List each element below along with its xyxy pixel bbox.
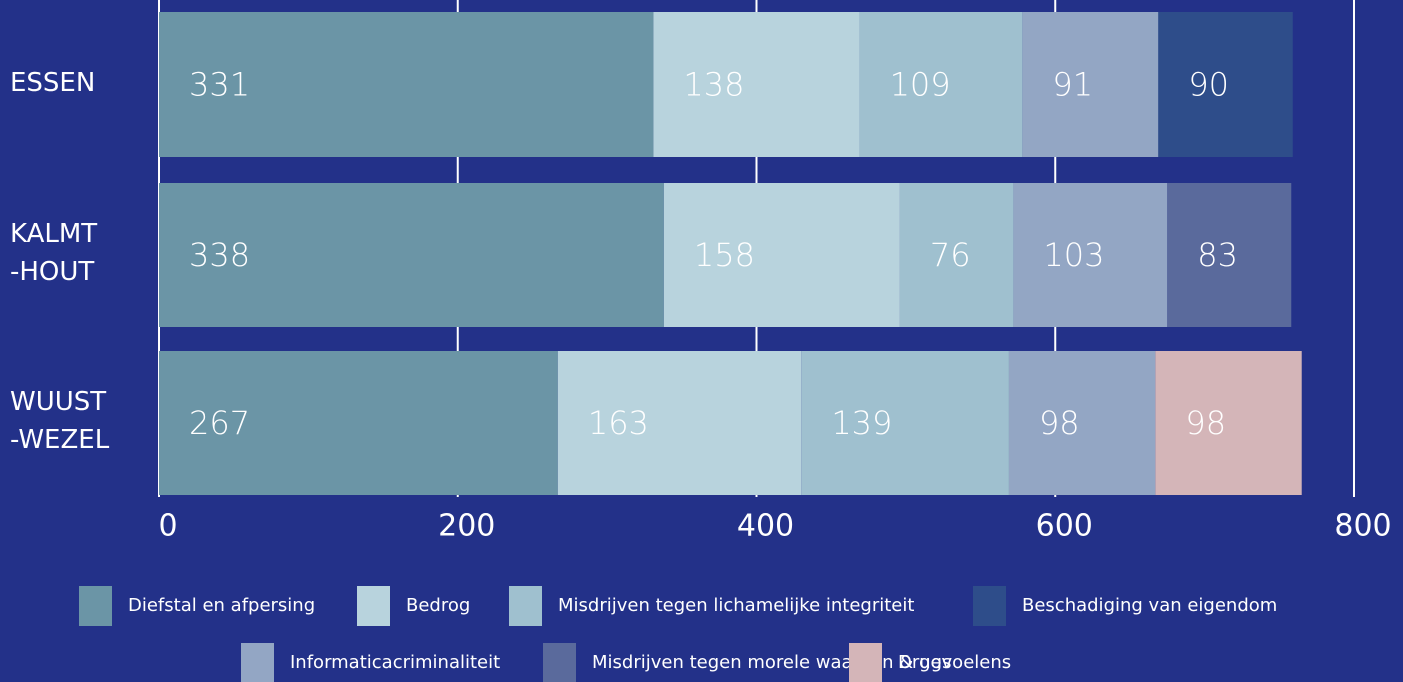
legend-swatch: [849, 643, 882, 682]
x-tick-label: 800: [1334, 509, 1391, 544]
value-label: 83: [1197, 236, 1238, 274]
legend-swatch: [973, 586, 1006, 626]
x-tick-label: 200: [438, 509, 495, 544]
category-label: KALMT -HOUT: [10, 219, 98, 287]
bar-segment: [159, 183, 664, 327]
bar-segment: [1158, 12, 1293, 157]
bar-segment: [1167, 183, 1292, 327]
bar-segment: [859, 12, 1023, 157]
category-label: ESSEN: [10, 67, 96, 98]
bar-segment: [557, 351, 802, 495]
bar-segment: [1008, 351, 1156, 495]
value-label: 90: [1188, 66, 1229, 104]
bar-segment: [653, 12, 860, 157]
value-label: 338: [189, 236, 250, 274]
legend-label: Misdrijven tegen morele waarden & gevoel…: [592, 652, 1011, 673]
bar-segment: [1155, 351, 1302, 495]
x-tick-label: 0: [158, 509, 177, 544]
value-label: 98: [1185, 404, 1226, 442]
x-tick-label: 600: [1036, 509, 1093, 544]
value-label: 103: [1043, 236, 1104, 274]
bar-segment: [159, 12, 654, 157]
legend-label: Informaticacriminaliteit: [290, 652, 500, 673]
legend-label: Bedrog: [406, 595, 470, 616]
x-tick-label: 400: [737, 509, 794, 544]
legend-swatch: [79, 586, 112, 626]
value-label: 267: [189, 404, 250, 442]
value-label: 76: [930, 236, 971, 274]
legend-label: Misdrijven tegen lichamelijke integritei…: [558, 595, 914, 616]
value-label: 98: [1039, 404, 1080, 442]
legend-swatch: [241, 643, 274, 682]
legend-label: Drugs: [898, 652, 951, 673]
legend-swatch: [357, 586, 390, 626]
legend-label: Diefstal en afpersing: [128, 595, 315, 616]
category-label: WUUST -WEZEL: [10, 387, 110, 455]
bar-segment: [1022, 12, 1159, 157]
value-label: 158: [694, 236, 755, 274]
bar-segment: [1013, 183, 1168, 327]
value-label: 138: [683, 66, 744, 104]
bar-segment: [899, 183, 1014, 327]
bar-segment: [801, 351, 1009, 495]
value-label: 91: [1052, 66, 1093, 104]
legend-swatch: [543, 643, 576, 682]
legend-swatch: [509, 586, 542, 626]
value-label: 163: [588, 404, 649, 442]
value-label: 139: [831, 404, 892, 442]
bar-segment: [159, 351, 558, 495]
bar-segment: [663, 183, 900, 327]
legend-label: Beschadiging van eigendom: [1022, 595, 1277, 616]
value-label: 109: [890, 66, 951, 104]
value-label: 331: [189, 66, 250, 104]
